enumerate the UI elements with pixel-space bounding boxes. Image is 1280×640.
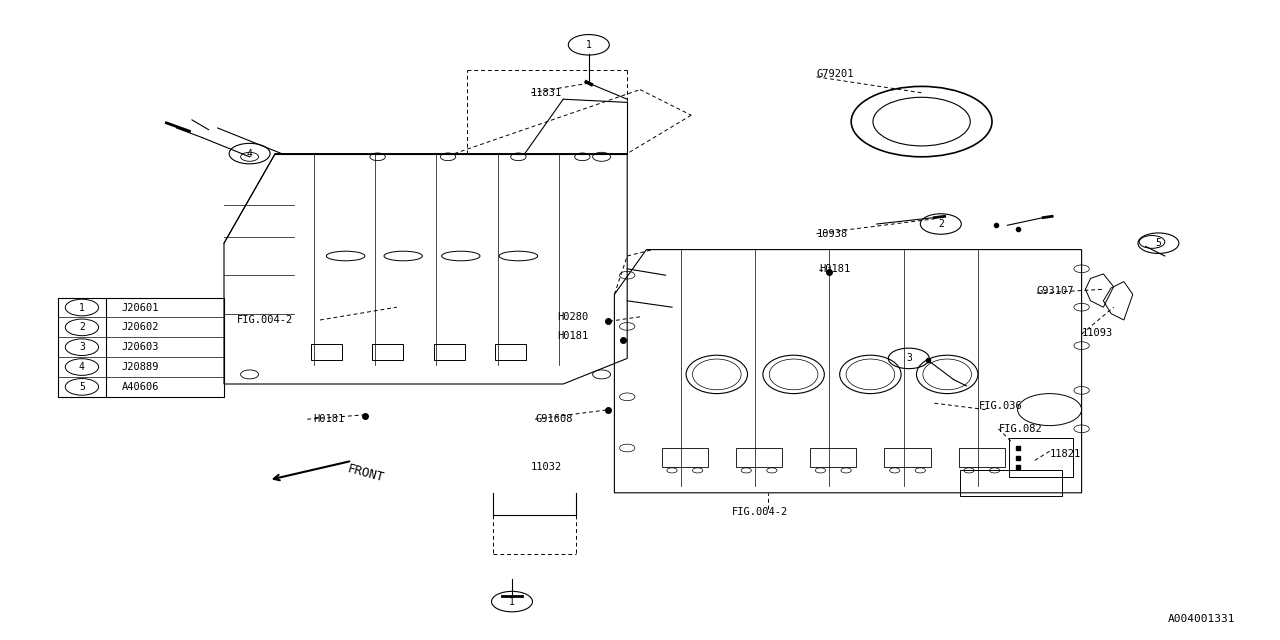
- Text: G93107: G93107: [1037, 286, 1074, 296]
- Text: 11821: 11821: [1050, 449, 1080, 460]
- Text: FIG.036: FIG.036: [979, 401, 1023, 412]
- Text: 1: 1: [79, 303, 84, 312]
- Bar: [58, 298, 224, 397]
- Text: J20602: J20602: [122, 323, 159, 332]
- Text: 11032: 11032: [531, 462, 562, 472]
- Text: 11831: 11831: [531, 88, 562, 98]
- Text: G91608: G91608: [535, 414, 572, 424]
- Text: 3: 3: [906, 353, 911, 364]
- Bar: [810, 448, 856, 467]
- Text: H0181: H0181: [314, 414, 344, 424]
- Bar: [434, 344, 465, 360]
- Text: A40606: A40606: [122, 382, 159, 392]
- Bar: [495, 344, 526, 360]
- Bar: [884, 448, 931, 467]
- Text: FIG.004-2: FIG.004-2: [237, 315, 293, 325]
- Text: 4: 4: [79, 362, 84, 372]
- Text: FIG.082: FIG.082: [998, 424, 1042, 434]
- Text: 4: 4: [247, 148, 252, 159]
- Text: G79201: G79201: [817, 68, 854, 79]
- Text: 2: 2: [938, 219, 943, 229]
- Bar: [311, 344, 342, 360]
- Bar: [1009, 438, 1073, 477]
- Bar: [372, 344, 403, 360]
- Bar: [959, 448, 1005, 467]
- Text: 1: 1: [509, 596, 515, 607]
- Text: 5: 5: [79, 382, 84, 392]
- Text: H0181: H0181: [819, 264, 850, 274]
- Text: 11093: 11093: [1082, 328, 1112, 338]
- Bar: [736, 448, 782, 467]
- Text: 10938: 10938: [817, 228, 847, 239]
- Text: J20603: J20603: [122, 342, 159, 352]
- Text: 1: 1: [586, 40, 591, 50]
- Text: A004001331: A004001331: [1167, 614, 1235, 624]
- Text: FRONT: FRONT: [346, 463, 385, 484]
- Text: 3: 3: [79, 342, 84, 352]
- Text: H0280: H0280: [557, 312, 588, 322]
- Text: J20889: J20889: [122, 362, 159, 372]
- Bar: [662, 448, 708, 467]
- Text: 5: 5: [1156, 238, 1161, 248]
- Text: FIG.004-2: FIG.004-2: [732, 507, 788, 517]
- Text: 2: 2: [79, 323, 84, 332]
- Bar: [960, 470, 1062, 496]
- Text: H0181: H0181: [557, 331, 588, 341]
- Text: J20601: J20601: [122, 303, 159, 312]
